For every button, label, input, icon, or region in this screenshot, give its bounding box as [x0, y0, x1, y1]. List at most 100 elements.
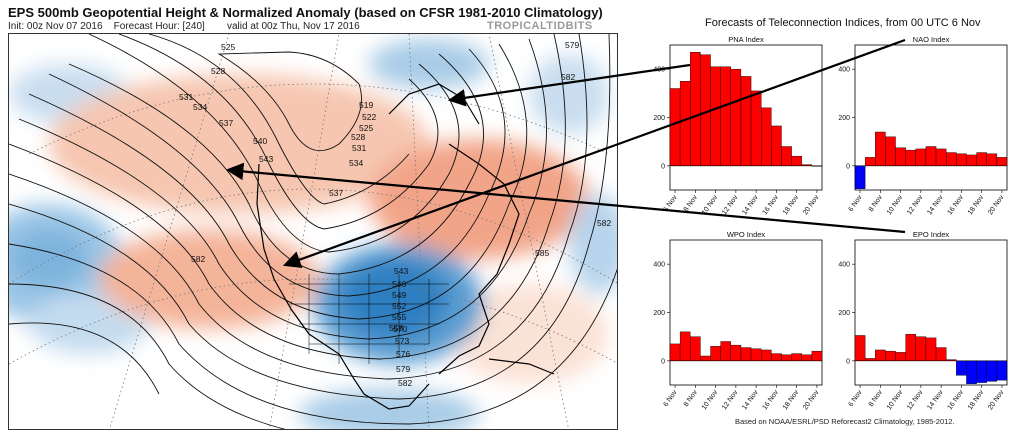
contour-label: 537 — [219, 118, 233, 128]
bar — [781, 354, 792, 362]
state-lines — [289, 274, 449, 364]
x-tick-label: 10 Nov — [886, 389, 905, 412]
contour-label: 579 — [396, 364, 410, 374]
bar — [791, 353, 802, 362]
bar — [905, 334, 916, 362]
map-title: EPS 500mb Geopotential Height & Normaliz… — [8, 5, 603, 20]
bar — [710, 66, 721, 167]
pna-index-chart: PNA Index 0 200 400 6 Nov 8 Nov 10 Nov 12 Nov 14… — [653, 35, 823, 217]
bar — [771, 125, 782, 167]
footnote: Based on NOAA/ESRL/PSD Reforecast2 Clima… — [735, 417, 955, 426]
bar — [875, 349, 886, 362]
x-tick-label: 12 Nov — [721, 194, 740, 217]
y-tick-label: 200 — [653, 310, 665, 317]
contour-label: 582 — [191, 254, 205, 264]
x-tick-label: 16 Nov — [947, 194, 966, 217]
bar — [864, 358, 876, 362]
bar — [956, 153, 967, 167]
contour-label: 582 — [398, 378, 412, 388]
bar — [945, 152, 957, 167]
plot-area — [854, 44, 1008, 191]
x-tick-label: 6 Nov — [847, 194, 864, 213]
panel-group-title: Forecasts of Teleconnection Indices, fro… — [705, 17, 981, 29]
x-tick-label: 14 Nov — [741, 194, 760, 217]
bar — [925, 146, 937, 167]
bar — [996, 360, 1008, 381]
bar — [885, 350, 896, 362]
bar — [885, 136, 896, 167]
map-init: Init: 00z Nov 07 2016 — [8, 21, 103, 32]
contour-label: 528 — [211, 66, 225, 76]
bar — [700, 54, 711, 167]
contour-label: 546 — [392, 279, 406, 289]
x-tick-label: 10 Nov — [701, 389, 720, 412]
bar — [956, 360, 967, 376]
chart-title: EPO Index — [913, 230, 950, 239]
bar — [730, 68, 742, 167]
map-init-info: Init: 00z Nov 07 2016 Forecast Hour: [24… — [8, 21, 205, 32]
contour-label: 522 — [362, 112, 376, 122]
wpo-index-chart: WPO Index 0 200 400 6 Nov 8 Nov 10 Nov 12 Nov 14… — [653, 230, 823, 412]
contour-label: 543 — [259, 154, 273, 164]
x-tick-label: 20 Nov — [987, 389, 1006, 412]
bar — [864, 157, 876, 167]
x-tick-label: 12 Nov — [906, 194, 925, 217]
bar — [976, 152, 987, 167]
bar — [760, 349, 772, 362]
x-tick-label: 20 Nov — [987, 194, 1006, 217]
y-tick-label: 200 — [653, 115, 665, 122]
x-tick-label: 16 Nov — [947, 389, 966, 412]
contour-label: 531 — [179, 92, 193, 102]
bar — [720, 66, 731, 167]
anomaly-map: 525 528 531 534 537 540 543 519 522 525 … — [8, 33, 618, 430]
x-tick-label: 6 Nov — [662, 389, 679, 408]
x-tick-label: 18 Nov — [782, 389, 801, 412]
y-tick-label: 0 — [846, 358, 850, 365]
contour-label: 537 — [329, 188, 343, 198]
map-valid-time: valid at 00z Thu, Nov 17 2016 — [227, 21, 360, 32]
contour-label: 570 — [393, 324, 407, 334]
contour-label: 582 — [561, 72, 575, 82]
nao-index-chart: NAO Index 0 200 400 6 Nov 8 Nov 10 Nov 12 Nov 14… — [838, 35, 1008, 217]
contour-label: 582 — [597, 218, 611, 228]
bar — [935, 148, 947, 167]
bar — [996, 157, 1008, 167]
contour-label: 543 — [394, 266, 408, 276]
y-tick-label: 0 — [661, 358, 665, 365]
y-tick-label: 0 — [661, 163, 665, 170]
bar — [669, 343, 681, 362]
x-tick-label: 8 Nov — [683, 389, 700, 408]
x-tick-label: 10 Nov — [886, 194, 905, 217]
contour-label: 525 — [221, 42, 235, 52]
x-tick-label: 14 Nov — [926, 389, 945, 412]
epo-index-chart: EPO Index 0 200 400 6 Nov 8 Nov 10 Nov 12 Nov 14… — [838, 230, 1008, 412]
x-tick-label: 8 Nov — [868, 194, 885, 213]
bar — [760, 107, 772, 167]
contour-label: 519 — [359, 100, 373, 110]
bar — [875, 131, 886, 167]
bar — [986, 360, 998, 382]
bar — [690, 52, 701, 167]
x-tick-label: 18 Nov — [782, 194, 801, 217]
contour-label: 534 — [193, 102, 207, 112]
contour-label: 585 — [535, 248, 549, 258]
bar — [986, 153, 998, 167]
x-tick-label: 18 Nov — [967, 194, 986, 217]
bar — [811, 350, 823, 362]
contour-label: 555 — [392, 312, 406, 322]
y-tick-label: 400 — [653, 262, 665, 269]
bar — [740, 76, 752, 167]
chart-title: NAO Index — [913, 35, 950, 44]
map-brand: TROPICALTIDBITS — [487, 20, 593, 32]
y-tick-label: 200 — [838, 115, 850, 122]
map-forecast-hour: Forecast Hour: [240] — [113, 21, 205, 32]
x-tick-label: 8 Nov — [868, 389, 885, 408]
bar — [710, 346, 721, 362]
bar — [740, 347, 752, 362]
bar — [801, 354, 813, 362]
bar — [915, 148, 927, 167]
bar — [679, 81, 691, 167]
bar — [720, 341, 731, 362]
bar — [781, 146, 792, 167]
bar — [935, 347, 947, 362]
